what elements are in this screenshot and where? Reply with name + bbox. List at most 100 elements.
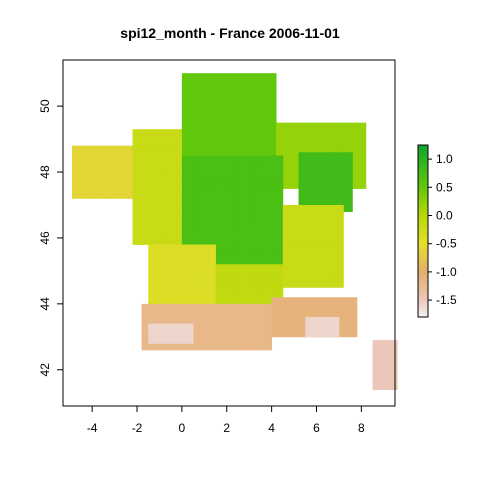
map-cell-region-8 (226, 270, 233, 280)
map-cell-region-5 (193, 231, 200, 240)
map-cell-region-2 (198, 122, 205, 132)
map-cell-region-6 (310, 229, 317, 239)
colorbar-tick-label: -1.0 (436, 265, 457, 279)
map-cell-region-5 (204, 239, 211, 249)
map-cell-region-5 (254, 190, 261, 199)
map-cell-region-6 (282, 213, 289, 222)
map-cell-region-2 (260, 122, 267, 132)
map-cell-region-6 (282, 237, 289, 247)
map-cell-region-3 (337, 147, 344, 156)
map-cell-region-6 (305, 237, 312, 247)
map-cell-region-4 (315, 152, 322, 155)
map-cell-region-0 (77, 157, 84, 166)
map-cell-region-2 (204, 106, 211, 115)
map-cell-region-1 (166, 145, 173, 155)
map-cell-region-0 (116, 181, 123, 191)
map-cell-region-10 (176, 335, 183, 344)
map-cell-region-6 (327, 262, 334, 272)
map-cell-region-9 (248, 333, 255, 343)
map-cell-region-9 (141, 341, 148, 351)
map-cell-region-11 (327, 297, 334, 305)
map-cell-region-1 (154, 162, 161, 171)
map-cell-region-12 (305, 320, 312, 329)
map-cell-region-6 (299, 254, 306, 264)
map-cell-region-2 (187, 89, 194, 99)
map-cell-region-6 (333, 204, 340, 214)
map-cell-region-1 (149, 153, 156, 163)
map-cell-region-5 (226, 173, 233, 183)
map-cell-region-8 (260, 287, 267, 297)
map-cell-region-9 (264, 317, 271, 326)
map-cell-region-1 (138, 145, 145, 155)
map-cell-region-3 (304, 130, 311, 140)
map-cell-region-11 (344, 328, 351, 338)
map-cell-region-13 (395, 340, 398, 349)
map-cell-region-4 (337, 186, 344, 196)
map-cell-region-2 (193, 147, 200, 156)
map-cell-region-1 (143, 153, 150, 163)
map-cell-region-11 (294, 320, 301, 329)
map-cell-region-7 (187, 246, 194, 255)
map-cell-region-5 (181, 165, 188, 175)
map-cell-region-0 (122, 157, 129, 166)
map-cell-region-5 (198, 231, 205, 240)
map-cell-region-2 (260, 130, 267, 140)
map-cell-region-10 (170, 326, 177, 336)
map-cell-region-7 (159, 262, 166, 272)
map-cell-region-9 (220, 341, 227, 351)
map-cell-region-6 (310, 221, 317, 231)
map-cell-region-0 (105, 181, 112, 191)
map-cell-region-1 (171, 195, 178, 204)
map-cell-region-1 (154, 236, 161, 245)
map-cell-region-11 (316, 303, 323, 313)
map-cell-region-6 (282, 246, 289, 255)
map-cell-region-0 (71, 181, 78, 191)
map-cell-region-4 (320, 152, 327, 155)
map-cell-region-3 (332, 147, 339, 156)
map-cell-region-8 (215, 279, 222, 288)
map-cell-region-2 (232, 130, 239, 140)
map-cell-region-3 (315, 147, 322, 156)
map-cell-region-7 (187, 244, 194, 247)
map-cell-region-5 (260, 190, 267, 199)
map-cell-region-0 (128, 190, 133, 199)
map-cell-region-7 (165, 246, 172, 255)
map-cell-region-0 (111, 181, 118, 191)
map-cell-region-13 (395, 381, 398, 390)
map-cell-region-1 (154, 178, 161, 188)
map-cell-region-5 (232, 239, 239, 249)
map-cell-region-2 (215, 130, 222, 140)
map-cell-region-5 (226, 206, 233, 216)
map-cell-region-2 (198, 130, 205, 140)
map-cell-region-6 (288, 229, 295, 239)
map-cell-region-7 (198, 295, 205, 305)
map-cell-region-2 (232, 147, 239, 156)
map-cell-region-9 (231, 303, 238, 310)
map-cell-region-6 (310, 270, 317, 280)
map-cell-region-8 (232, 279, 239, 288)
map-cell-region-7 (204, 254, 211, 264)
map-cell-region-11 (350, 328, 357, 338)
map-cell-region-11 (344, 320, 351, 329)
map-cell-region-5 (181, 231, 188, 240)
map-cell-region-1 (160, 129, 167, 138)
map-cell-region-5 (254, 214, 261, 224)
map-cell-region-1 (149, 228, 156, 237)
map-cell-region-5 (271, 214, 278, 224)
map-cell-region-5 (277, 214, 284, 224)
map-cell-region-1 (166, 203, 173, 212)
map-cell-region-9 (231, 317, 238, 326)
map-cell-region-1 (132, 236, 139, 245)
map-cell-region-11 (333, 297, 340, 305)
map-cell-region-9 (180, 317, 187, 326)
map-cell-region-5 (181, 181, 188, 191)
map-cell-region-6 (310, 279, 317, 288)
map-cell-region-2 (221, 130, 228, 140)
map-cell-region-13 (383, 381, 390, 390)
map-cell-region-2 (181, 106, 188, 115)
map-cell-region-0 (88, 157, 95, 166)
map-cell-region-6 (322, 270, 329, 280)
map-cell-region-3 (360, 130, 367, 140)
map-cell-region-4 (349, 195, 353, 204)
map-cell-region-1 (149, 211, 156, 221)
